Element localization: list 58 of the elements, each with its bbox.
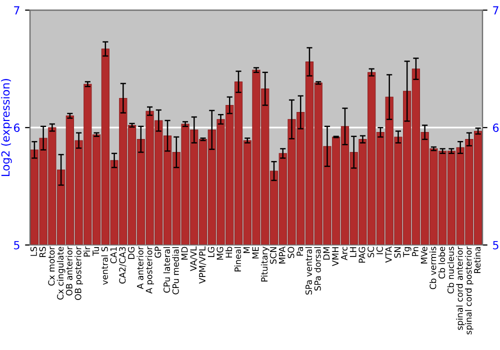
y-tick-label: 6 bbox=[14, 124, 20, 132]
x-tick-label: SCN bbox=[270, 247, 276, 264]
x-tick-label: MG bbox=[216, 247, 224, 260]
x-tick-label: SPa dorsal bbox=[314, 247, 321, 291]
y-axis-title: Log2 (expression) bbox=[1, 79, 12, 176]
x-tick-label: Pineal bbox=[234, 247, 242, 272]
y2-tick-label: 7 bbox=[493, 6, 498, 14]
x-tick-label: VMH bbox=[332, 247, 338, 266]
x-tick-label: CA1 bbox=[110, 247, 117, 264]
x-tick-label: ventral S bbox=[101, 246, 108, 285]
x-tick-label: spinal cord posterior bbox=[465, 246, 474, 334]
x-tick-label: RS bbox=[39, 246, 46, 257]
x-tick-label: SN bbox=[394, 247, 401, 258]
x-tick-label: LG bbox=[208, 247, 214, 258]
x-tick-label: SO bbox=[288, 246, 294, 258]
x-tick-label: Retina bbox=[474, 247, 481, 273]
x-tick-label: DM bbox=[323, 247, 330, 260]
x-tick-label: CPu medial bbox=[172, 247, 179, 294]
y2-tick-label: 6 bbox=[493, 124, 499, 132]
x-tick-label: MVe bbox=[420, 246, 428, 264]
x-tick-label: Pituitary bbox=[260, 246, 270, 282]
x-tick-label: Hb bbox=[225, 246, 232, 258]
y2-tick-label: 5 bbox=[493, 241, 498, 250]
x-tick-label: OB anterior bbox=[66, 246, 72, 296]
x-tick-label: Cx cingulate bbox=[56, 246, 66, 300]
x-tick-label: MD bbox=[181, 246, 188, 260]
x-tick-label: OB posterior bbox=[74, 246, 83, 300]
x-tick-label: SC bbox=[368, 246, 374, 258]
x-tick-label: Pa bbox=[296, 247, 304, 256]
x-tick-label: Tu bbox=[92, 247, 100, 256]
y-tick-label: 5 bbox=[14, 241, 20, 250]
x-tick-label: A anterior bbox=[136, 246, 144, 290]
x-tick-label: LH bbox=[350, 247, 356, 257]
y-tick-label: 7 bbox=[14, 6, 20, 14]
x-tick-label: Arc bbox=[341, 246, 348, 260]
x-tick-label: Cx motor bbox=[48, 246, 55, 286]
x-tick-label: IC bbox=[376, 246, 383, 254]
x-tick-label: MPA bbox=[278, 246, 286, 264]
x-tick-label: SPa ventral bbox=[305, 247, 312, 295]
x-tick-label: Pir bbox=[84, 246, 90, 256]
x-tick-label: VPM/VPL bbox=[199, 246, 206, 284]
x-tick-label: A posterior bbox=[146, 246, 154, 294]
x-tick-label: Cb nucleus bbox=[447, 246, 454, 294]
x-tick-label: VA/VL bbox=[190, 246, 198, 272]
x-tick-label: DG bbox=[128, 247, 135, 259]
x-tick-label: CPu lateral bbox=[163, 247, 170, 293]
x-tick-label: LS bbox=[30, 246, 37, 256]
x-tick-label: Cb lobe bbox=[438, 246, 446, 279]
x-tick-label: Cb vermis bbox=[430, 246, 436, 290]
x-tick-label: VTA bbox=[385, 246, 392, 263]
x-tick-label: M bbox=[243, 247, 250, 253]
x-tick-label: Tg bbox=[403, 247, 412, 258]
x-tick-label: CA2/CA3 bbox=[119, 247, 126, 284]
x-tick-label: spinal cord anterior bbox=[456, 246, 464, 330]
x-tick-label: ME bbox=[252, 246, 259, 258]
x-tick-label: PAG bbox=[358, 247, 366, 263]
x-tick-label: Pn bbox=[412, 247, 418, 256]
x-tick-label: GP bbox=[154, 246, 162, 258]
